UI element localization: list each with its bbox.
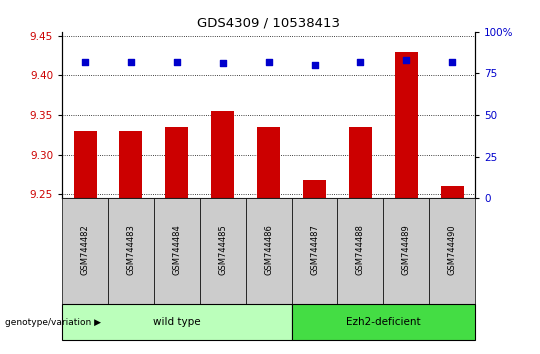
Text: GSM744489: GSM744489 xyxy=(402,224,411,275)
Point xyxy=(172,59,181,65)
Text: GSM744485: GSM744485 xyxy=(218,224,227,275)
Text: Ezh2-deficient: Ezh2-deficient xyxy=(346,317,421,327)
Point xyxy=(218,61,227,66)
Text: GSM744490: GSM744490 xyxy=(448,224,457,275)
Bar xyxy=(303,180,326,198)
Bar xyxy=(292,304,475,340)
Point xyxy=(448,59,456,65)
Bar xyxy=(383,198,429,304)
Text: wild type: wild type xyxy=(153,317,201,327)
Point xyxy=(126,59,135,65)
Point xyxy=(310,62,319,68)
Text: GSM744486: GSM744486 xyxy=(264,224,273,275)
Point xyxy=(265,59,273,65)
Point xyxy=(356,59,365,65)
Bar xyxy=(246,198,292,304)
Bar xyxy=(211,111,234,198)
Bar xyxy=(429,198,475,304)
Bar xyxy=(395,52,418,198)
Bar xyxy=(62,198,108,304)
Text: GSM744487: GSM744487 xyxy=(310,224,319,275)
Bar xyxy=(165,127,188,198)
Text: GSM744482: GSM744482 xyxy=(80,224,90,275)
Point xyxy=(402,57,410,63)
Bar xyxy=(338,198,383,304)
Bar xyxy=(257,127,280,198)
Bar xyxy=(292,198,338,304)
Text: genotype/variation ▶: genotype/variation ▶ xyxy=(5,318,102,327)
Bar xyxy=(441,186,464,198)
Bar xyxy=(200,198,246,304)
Bar xyxy=(73,131,97,198)
Bar xyxy=(349,127,372,198)
Text: GSM744488: GSM744488 xyxy=(356,224,365,275)
Text: GSM744484: GSM744484 xyxy=(172,224,181,275)
Title: GDS4309 / 10538413: GDS4309 / 10538413 xyxy=(197,16,340,29)
Bar xyxy=(119,131,143,198)
Text: GSM744483: GSM744483 xyxy=(126,224,136,275)
Point xyxy=(81,59,90,65)
Bar xyxy=(108,198,154,304)
Bar xyxy=(62,304,292,340)
Bar xyxy=(154,198,200,304)
